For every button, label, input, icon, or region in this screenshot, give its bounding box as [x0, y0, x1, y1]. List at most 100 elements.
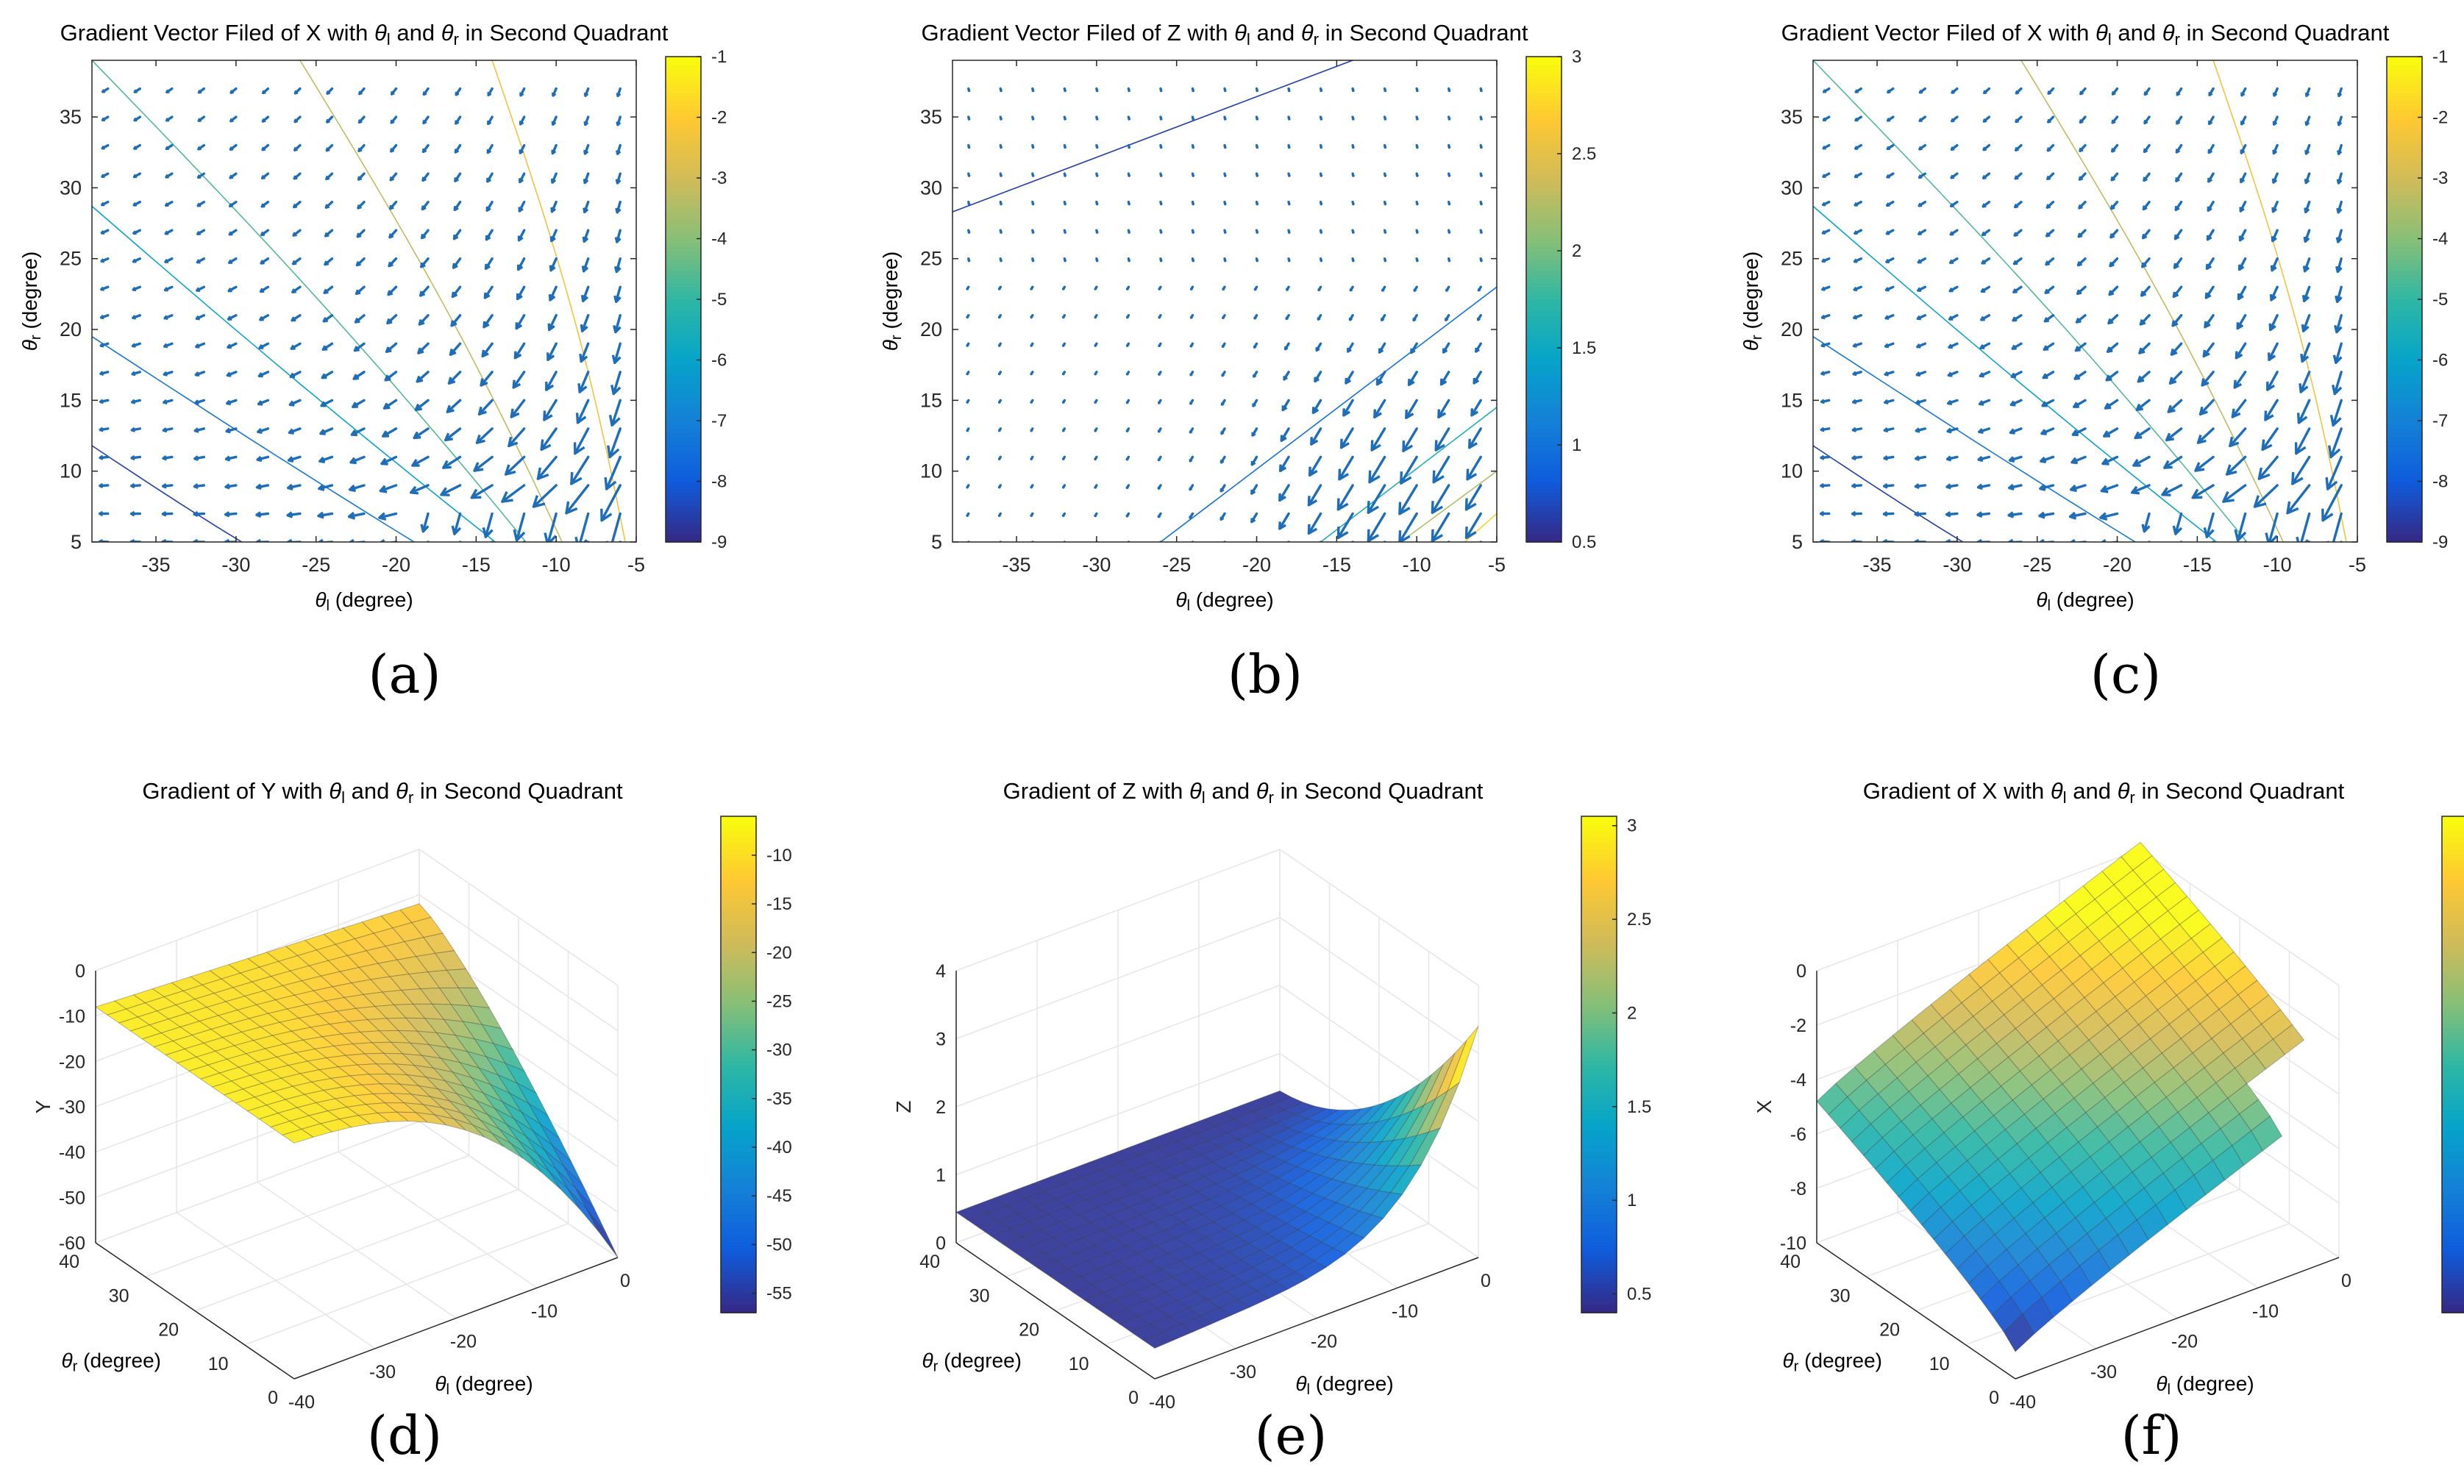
arrow-head	[470, 488, 482, 499]
colorbar-segment	[2442, 1089, 2464, 1094]
colorbar-tick-label: -10	[766, 846, 792, 866]
axes-lines: -40-30-20-100010203040-60-50-40-30-20-10…	[59, 961, 630, 1413]
colorbar-segment	[1581, 1035, 1617, 1041]
colorbar-segment	[2442, 1213, 2464, 1219]
colorbar-segment	[721, 1159, 756, 1165]
arrow-head	[1475, 347, 1480, 353]
arrow-head	[1189, 402, 1193, 405]
text-run: (degree)	[449, 1372, 533, 1395]
arrow	[225, 427, 238, 434]
colorbar-segment	[666, 335, 701, 340]
arrow	[257, 371, 270, 378]
arrow-head	[1317, 317, 1321, 321]
colorbar-segment	[2442, 882, 2464, 888]
colorbar-segment	[1581, 1048, 1617, 1053]
colorbar-segment	[2387, 214, 2422, 219]
arrow	[1062, 285, 1067, 290]
colorbar-segment	[2387, 117, 2422, 122]
colorbar-segment	[1581, 1213, 1617, 1219]
arrow	[2075, 314, 2087, 324]
arrow-head	[1470, 408, 1479, 417]
colorbar-segment	[721, 845, 756, 850]
arrow-head	[1367, 529, 1379, 542]
colorbar-segment	[721, 1056, 756, 1061]
colorbar-segment	[2442, 1209, 2464, 1214]
arrow	[1381, 285, 1386, 292]
arrow-head	[2302, 265, 2310, 273]
arrow-head	[2171, 320, 2179, 327]
colorbar-segment	[721, 1258, 756, 1264]
colorbar-segment	[2387, 68, 2422, 74]
arrow	[1319, 172, 1323, 177]
arrow-shaft	[2179, 541, 2183, 542]
colorbar-segment	[2387, 445, 2422, 450]
arrow-head	[616, 121, 622, 126]
colorbar-segment	[1526, 477, 1562, 482]
colorbar-segment	[666, 356, 701, 361]
arrow-head	[1094, 315, 1097, 319]
arrow-shaft	[614, 314, 622, 334]
arrow	[1915, 427, 1927, 433]
arrow-head	[1820, 454, 1825, 460]
arrow	[1951, 87, 1959, 94]
arrow	[1253, 371, 1258, 378]
arrow-head	[550, 207, 557, 213]
arrow	[261, 172, 270, 179]
arrow-head	[2012, 260, 2018, 265]
colorbar-segment	[1526, 521, 1562, 527]
arrow	[256, 455, 270, 463]
arrow	[1061, 455, 1067, 460]
arrow	[255, 538, 270, 542]
arrow	[1479, 541, 1482, 542]
colorbar-segment	[1581, 907, 1617, 913]
arrow	[379, 484, 398, 493]
arrow-shaft	[2332, 399, 2343, 427]
arrow	[1126, 285, 1130, 290]
colorbar-segment	[1526, 202, 1562, 207]
colorbar-segment	[2387, 190, 2422, 195]
arrow	[2143, 172, 2151, 182]
colorbar-tick-label: -7	[711, 411, 727, 431]
colorbar-tick-label: 1	[1627, 1191, 1637, 1210]
arrow-head	[515, 322, 523, 330]
colorbar-segment	[1526, 73, 1562, 78]
arrow-head	[194, 399, 199, 405]
arrow	[1310, 427, 1322, 446]
arrow-head	[196, 259, 201, 264]
arrow	[2198, 399, 2215, 415]
arrow	[162, 427, 174, 433]
colorbar-segment	[1581, 990, 1617, 995]
colorbar-segment	[2442, 837, 2464, 842]
arrow-head	[2326, 541, 2329, 542]
arrow	[1883, 483, 1895, 489]
arrow-head	[164, 258, 169, 263]
colorbar-segment	[721, 1180, 756, 1185]
chart-title: Gradient Vector Filed of X with θl and θ…	[1781, 20, 2390, 49]
arrow-head	[1945, 483, 1951, 490]
arrow-shaft	[532, 484, 558, 508]
arrow-head	[1882, 510, 1888, 517]
arrow	[482, 512, 494, 538]
colorbar-segment	[2387, 453, 2422, 458]
arrow-head	[2172, 525, 2183, 535]
arrow-head	[229, 118, 234, 123]
arrow	[2038, 538, 2055, 542]
arrow	[1345, 371, 1354, 385]
colorbar-segment	[1581, 1159, 1617, 1165]
colorbar-segment	[666, 404, 701, 410]
colorbar-segment	[2387, 432, 2422, 438]
colorbar-segment	[2442, 1155, 2464, 1160]
colorbar-segment	[1581, 1060, 1617, 1066]
arrow-head	[225, 427, 231, 434]
colorbar-segment	[2387, 141, 2422, 146]
arrow-head	[1918, 174, 1923, 179]
arrow-head	[1220, 431, 1225, 435]
arrow	[291, 314, 302, 322]
colorbar-segment	[666, 376, 701, 381]
colorbar-segment	[721, 1238, 756, 1244]
arrow	[1191, 87, 1195, 93]
arrow-head	[2101, 457, 2109, 465]
colorbar-segment	[666, 65, 701, 70]
colorbar-segment	[1526, 449, 1562, 454]
arrow	[1980, 285, 1991, 293]
